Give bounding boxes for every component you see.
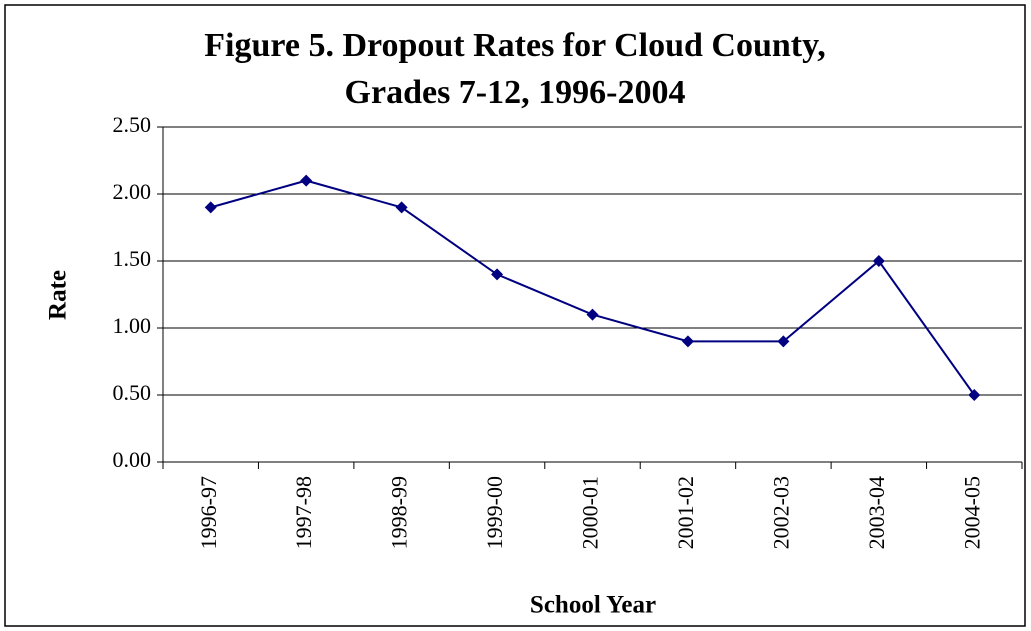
x-tick-label: 1998-99 <box>387 476 412 549</box>
data-point <box>968 389 981 401</box>
y-tick-label: 0.50 <box>113 380 152 405</box>
data-point <box>395 201 408 214</box>
data-point <box>872 255 885 267</box>
x-tick-label: 1997-98 <box>291 476 316 549</box>
y-tick-label: 1.00 <box>113 313 152 338</box>
x-tick-label: 1996-97 <box>196 476 221 549</box>
y-tick-label: 2.00 <box>113 179 152 204</box>
y-tick-label: 0.00 <box>113 447 152 472</box>
chart-frame <box>4 4 1026 627</box>
data-point <box>204 201 217 214</box>
data-point <box>777 335 790 348</box>
y-axis-title: Rate <box>45 270 72 320</box>
x-tick-label: 2004-05 <box>959 476 984 549</box>
y-tick-label: 1.50 <box>113 246 152 271</box>
x-tick-label: 2001-02 <box>673 476 698 549</box>
data-point <box>681 335 694 348</box>
data-point <box>586 308 599 321</box>
data-point <box>491 268 504 281</box>
x-tick-label: 2003-04 <box>864 476 889 549</box>
chart-title: Grades 7-12, 1996-2004 <box>345 74 686 111</box>
x-tick-label: 1999-00 <box>482 476 507 549</box>
chart-title: Figure 5. Dropout Rates for Cloud County… <box>204 27 826 64</box>
x-tick-label: 2002-03 <box>768 476 793 549</box>
x-axis-title: School Year <box>530 592 656 619</box>
x-tick-label: 2000-01 <box>578 476 603 549</box>
y-tick-label: 2.50 <box>113 112 152 137</box>
data-point <box>300 174 313 187</box>
